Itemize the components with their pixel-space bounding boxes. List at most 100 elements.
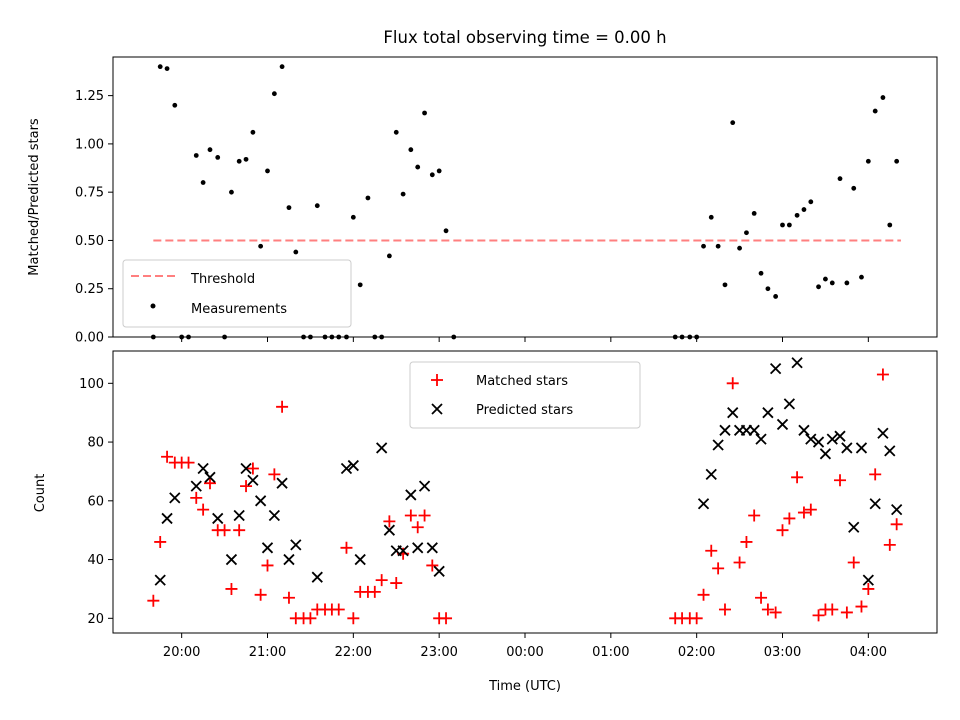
top-y-ticks: 0.00 0.25 0.50 0.75 1.00 1.25 [75, 89, 113, 346]
matched-star-point [240, 480, 253, 493]
matched-star-point [246, 462, 259, 475]
matched-legend-marker [431, 374, 443, 386]
predicted-star-point [376, 442, 388, 454]
measurement-point [801, 207, 807, 212]
measurement-point [258, 243, 264, 249]
matched-star-point [190, 491, 203, 504]
measurement-point [172, 102, 178, 108]
matched-star-point [890, 518, 903, 531]
predicted-star-point [812, 436, 825, 448]
bottom-xtick-label: 00:00 [506, 645, 543, 660]
measurements-legend-marker [150, 303, 156, 309]
top-ytick-label: 1.00 [75, 137, 104, 152]
bottom-ytick-label: 40 [87, 553, 104, 568]
predicted-star-point [755, 433, 767, 445]
matched-star-point [276, 400, 289, 413]
predicted-star-point [311, 571, 323, 583]
matched-star-point [797, 506, 810, 519]
measurements-legend-label: Measurements [191, 302, 287, 317]
matched-star-point [726, 377, 739, 390]
predicted-star-point [769, 362, 782, 375]
predicted-star-point [418, 480, 431, 492]
top-ytick-label: 0.75 [75, 186, 104, 201]
measurement-point [865, 158, 871, 164]
measurement-point [794, 212, 800, 218]
measurement-point [880, 95, 886, 100]
top-ytick-label: 0.00 [75, 331, 104, 346]
measurement-point [279, 64, 285, 70]
measurement-point [436, 168, 442, 174]
measurement-point [786, 222, 792, 228]
measurement-point [314, 203, 320, 209]
predicted-legend-label: Predicted stars [476, 403, 573, 418]
measurement-point [243, 156, 249, 162]
measurement-point [429, 172, 435, 178]
measurement-point [701, 243, 706, 249]
bottom-ytick-label: 60 [87, 494, 104, 509]
measurement-point [286, 205, 292, 211]
predicted-star-point [154, 574, 166, 586]
predicted-star-point [727, 407, 739, 419]
measurement-point [250, 129, 256, 135]
bottom-xtick-label: 23:00 [420, 645, 457, 660]
measurement-point [859, 274, 864, 280]
measurement-point [400, 191, 406, 197]
predicted-star-point [776, 418, 789, 431]
predicted-star-point [225, 553, 238, 566]
matched-star-point [282, 591, 295, 604]
bottom-legend: Matched stars Predicted stars [409, 361, 641, 429]
measurement-point [443, 228, 449, 234]
matched-star-point [718, 603, 731, 616]
predicted-star-point [169, 492, 181, 504]
measurement-point [872, 108, 878, 114]
predicted-star-point [212, 512, 224, 525]
measurement-point [758, 270, 764, 276]
measurement-point [765, 286, 771, 292]
predicted-star-point [340, 462, 353, 475]
predicted-star-point [283, 553, 295, 566]
matched-star-point [383, 515, 396, 528]
measurement-point [350, 214, 356, 220]
matched-star-point [862, 582, 875, 595]
matched-star-point [755, 591, 768, 604]
bottom-x-ticks: 20:00 21:00 22:00 23:00 00:00 01:00 02:00 03:00… [163, 633, 887, 660]
measurement-point [357, 282, 363, 288]
measurement-point [193, 153, 199, 158]
predicted-star-point [705, 468, 717, 481]
measurement-point [415, 164, 421, 170]
matched-star-point [791, 471, 804, 484]
matched-star-point [368, 585, 381, 598]
predicted-star-point [697, 498, 710, 510]
matched-star-point [440, 612, 453, 625]
predicted-star-point [276, 477, 288, 489]
measurement-point [887, 222, 893, 228]
predicted-star-point [884, 445, 896, 457]
matched-star-point [769, 606, 782, 619]
matched-star-point [712, 562, 725, 575]
matched-star-point [847, 556, 860, 569]
bottom-xtick-label: 04:00 [850, 645, 887, 660]
matched-star-point [826, 603, 839, 616]
predicted-star-point [197, 462, 209, 475]
matched-star-point [761, 603, 774, 616]
measurement-point [894, 158, 900, 164]
measurement-point [730, 120, 736, 126]
top-ytick-label: 1.25 [75, 89, 104, 104]
predicted-star-point [748, 424, 760, 436]
bottom-plot-area [147, 357, 903, 625]
predicted-star-point [190, 480, 202, 492]
predicted-star-point [347, 459, 359, 472]
bottom-legend-box [409, 361, 641, 429]
top-legend-box [122, 259, 352, 328]
matched-legend-label: Matched stars [476, 374, 568, 389]
predicted-legend-marker [431, 403, 443, 415]
measurement-point [293, 249, 299, 255]
matched-star-point [261, 559, 274, 572]
measurement-point [808, 199, 814, 205]
top-panel: Flux total observing time = 0.00 h Match… [27, 28, 938, 346]
measurement-point [837, 176, 843, 182]
predicted-star-point [247, 474, 259, 486]
threshold-legend-label: Threshold [190, 272, 255, 287]
matched-star-point [390, 577, 403, 590]
top-plot-area [150, 64, 901, 340]
